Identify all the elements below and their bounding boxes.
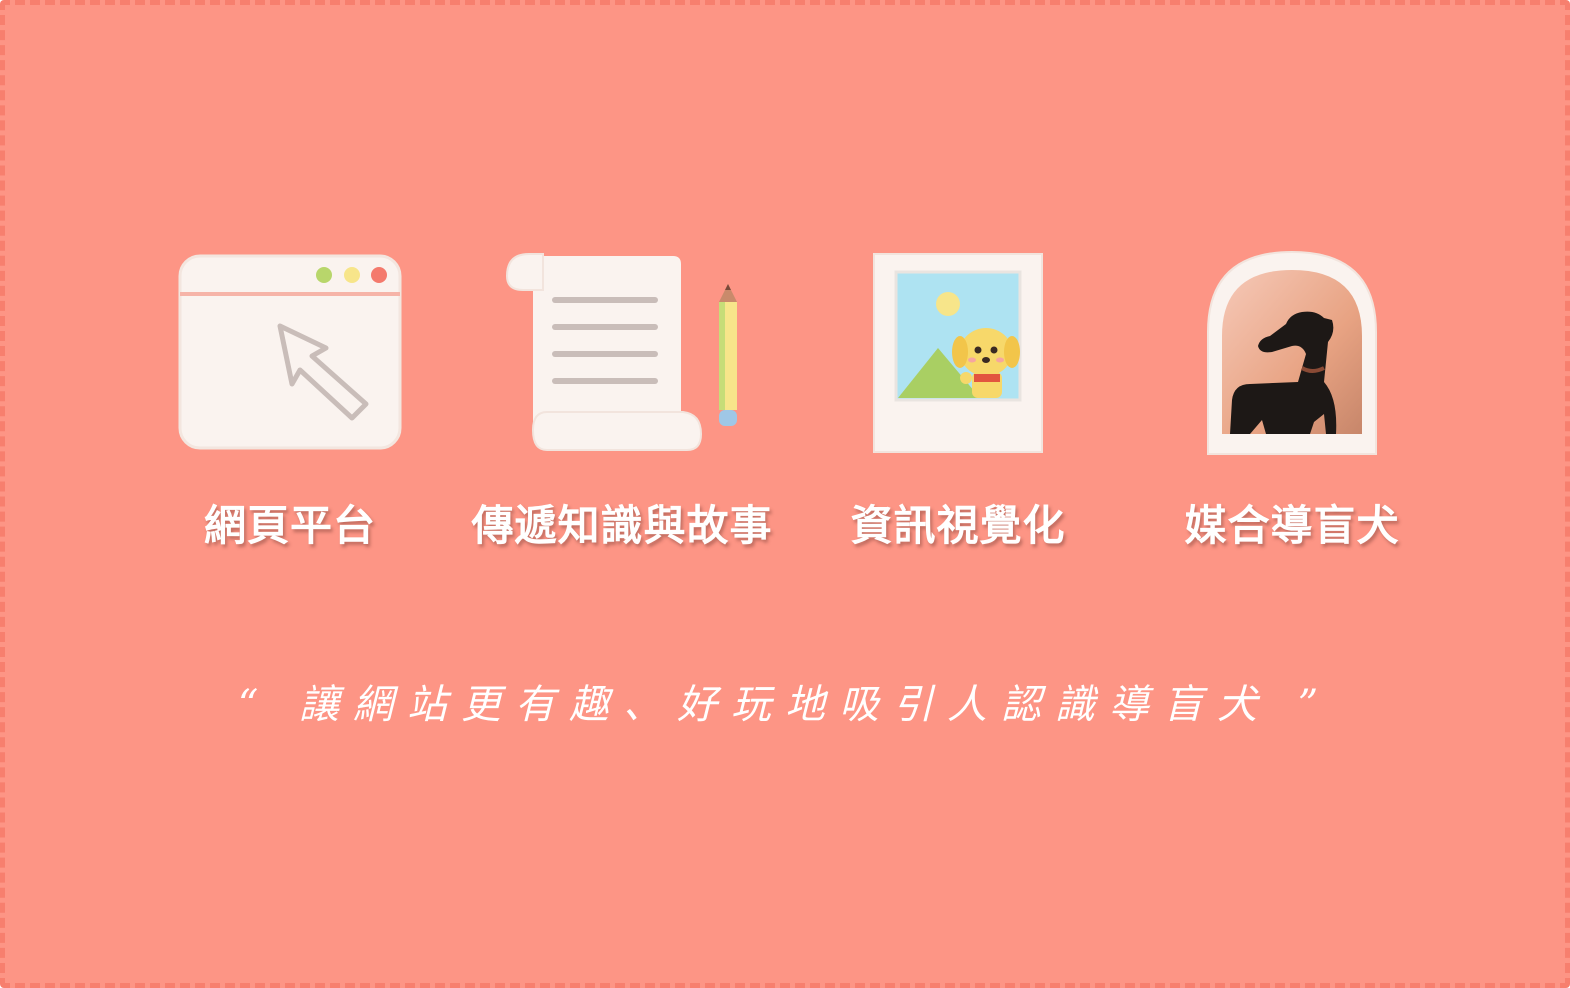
tagline: “ 讓網站更有趣、好玩地吸引人認識導盲犬 ” — [237, 682, 1333, 728]
mascot-dog-icon — [952, 328, 1020, 398]
feature-label-knowledge-stories: 傳遞知識與故事 — [471, 501, 773, 550]
feature-label-guide-dog-matching: 媒合導盲犬 — [1184, 501, 1400, 550]
scroll-and-pencil-icon — [503, 250, 748, 459]
feature-label-visualization: 資訊視覺化 — [850, 501, 1066, 550]
picture-frame-icon — [872, 252, 1044, 458]
dog-photo-icon — [1206, 250, 1378, 460]
content-area — [9, 9, 1561, 979]
browser-window-icon — [176, 252, 404, 456]
feature-label-web-platform: 網頁平台 — [203, 501, 376, 550]
